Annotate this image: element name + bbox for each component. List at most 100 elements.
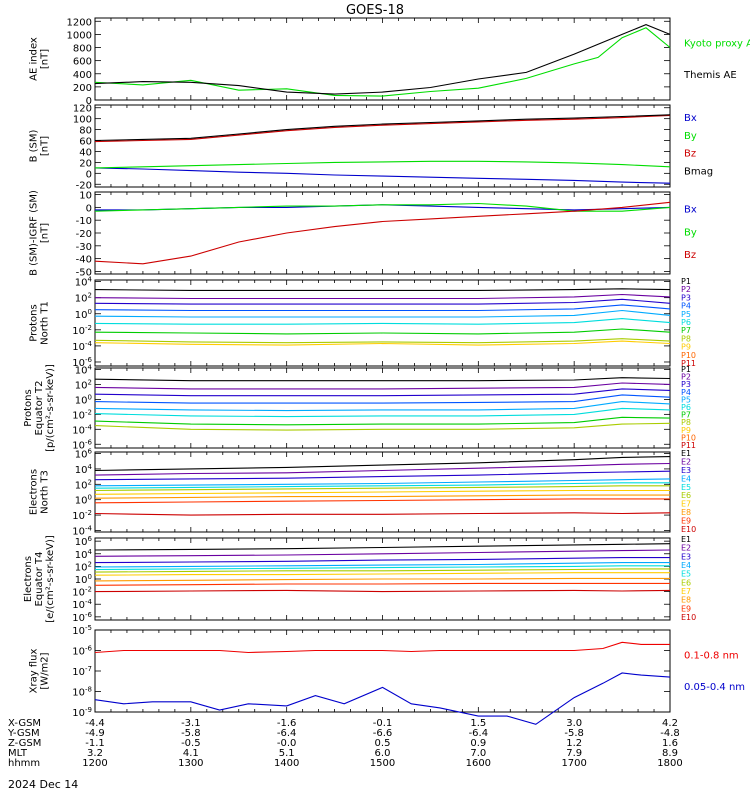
y-axis-label: North T1 (40, 301, 51, 345)
legend-entry: Kyoto proxy AE (684, 38, 750, 49)
y-tick-label: 104 (75, 276, 93, 289)
legend-entry: P6 (681, 403, 691, 412)
series-line-bmag (94, 114, 671, 142)
y-axis-label: [nT] (40, 223, 51, 243)
series-line-themis-ae (94, 24, 671, 95)
y-tick-label: -30 (76, 242, 92, 253)
legend-entry: P9 (681, 343, 691, 352)
legend-entry: P4 (681, 388, 691, 397)
ephemeris-value: 1400 (274, 758, 299, 769)
series-line-0-05-0-4-nm (94, 672, 671, 725)
y-tick-label: 102 (75, 292, 92, 305)
y-tick-label: 104 (75, 463, 93, 476)
series-line-p2 (94, 382, 671, 390)
y-tick-label: -20 (76, 229, 92, 240)
legend-entry: P10 (681, 433, 696, 442)
legend-entry: E7 (681, 500, 691, 509)
y-axis-label: [nT] (40, 49, 51, 69)
ephemeris-value: 3.0 (566, 718, 582, 729)
ephemeris-value: 0.9 (470, 738, 486, 749)
y-tick-label: 0 (86, 203, 92, 214)
legend-entry: E4 (681, 561, 691, 570)
y-axis-label: AE index (29, 37, 40, 81)
series-line-e1 (94, 543, 671, 551)
y-tick-label: 10-6 (72, 356, 92, 369)
y-tick-label: 104 (75, 548, 93, 561)
ephemeris-value: -5.8 (181, 728, 201, 739)
y-tick-label: 10-2 (72, 509, 92, 522)
series-line-e3 (94, 557, 670, 564)
y-tick-label: 10 (79, 191, 92, 202)
legend-entry: E5 (681, 483, 691, 492)
ephemeris-value: -1.1 (85, 738, 105, 749)
legend-entry: P10 (681, 351, 696, 360)
legend-entry: P5 (681, 395, 691, 404)
ephemeris-value: 0.5 (375, 738, 391, 749)
legend-entry: E6 (681, 491, 691, 500)
ephemeris-value: 1300 (178, 758, 203, 769)
legend-entry: P1 (681, 365, 691, 374)
y-tick-label: 60 (79, 137, 92, 148)
ephemeris-value: 1.2 (566, 738, 582, 749)
ephemeris-row-label: Z-GSM (8, 738, 41, 749)
legend-entry: E1 (681, 535, 691, 544)
series-line-e6 (94, 568, 670, 573)
y-tick-label: 100 (75, 494, 92, 507)
y-axis-label: [nT] (40, 136, 51, 156)
y-tick-label: 10-4 (72, 423, 92, 436)
legend-entry: P3 (681, 293, 691, 302)
series-line-p3 (94, 388, 671, 397)
chart-title: GOES-18 (346, 3, 404, 18)
ephemeris-value: -4.9 (85, 728, 105, 739)
series-line-p7 (94, 416, 671, 426)
series-line-p8 (94, 338, 671, 344)
y-tick-label: 10-4 (72, 524, 92, 537)
y-tick-label: 10-4 (72, 340, 92, 353)
legend: Kyoto proxy AE Themis AE (683, 38, 750, 81)
legend-entry: P8 (681, 418, 691, 427)
ephemeris-value: 1800 (657, 758, 682, 769)
legend-entry: By (684, 227, 697, 238)
y-tick-label: 100 (75, 573, 92, 586)
ephemeris-row-label: hhmm (8, 758, 40, 769)
ephemeris-value: 8.9 (662, 748, 678, 759)
legend-entry: E8 (681, 596, 691, 605)
legend-entry: P11 (681, 359, 696, 368)
series-line-p3 (94, 298, 671, 305)
legend-entry: E8 (681, 508, 691, 517)
y-tick-label: 10-9 (72, 706, 92, 719)
y-tick-label: 0 (86, 169, 92, 180)
ephemeris-value: -6.4 (277, 728, 297, 739)
ephemeris-value: -5.8 (564, 728, 584, 739)
ephemeris-value: -0.0 (277, 738, 297, 749)
ephemeris-value: -6.6 (373, 728, 393, 739)
legend-entry: By (684, 131, 697, 142)
series-line-p1 (94, 377, 671, 382)
ephemeris-value: -3.1 (181, 718, 201, 729)
series-line-e7 (94, 572, 670, 576)
legend-entry: E2 (681, 457, 691, 466)
y-tick-label: -10 (76, 216, 92, 227)
series-line-e8 (94, 577, 670, 582)
legend-entry: E3 (681, 552, 691, 561)
y-axis-label: [e/(cm²-s-sr-keV)] (45, 535, 56, 623)
legend-entry: E1 (681, 449, 691, 458)
series-line-p7 (94, 328, 671, 335)
ephemeris-value: -4.4 (85, 718, 105, 729)
ephemeris-value: 1200 (82, 758, 107, 769)
series-line-0-1-0-8-nm (94, 641, 670, 654)
y-axis-label: B (SM) (29, 129, 40, 162)
legend-entry: P1 (681, 277, 691, 286)
series-line-p6 (94, 318, 671, 325)
series-line-p6 (94, 407, 671, 418)
ephemeris-value: 1700 (561, 758, 586, 769)
series-line-e4 (94, 562, 670, 568)
y-tick-label: 100 (75, 308, 92, 321)
series-line-e8 (94, 494, 670, 499)
legend-entry: Bmag (684, 167, 713, 178)
